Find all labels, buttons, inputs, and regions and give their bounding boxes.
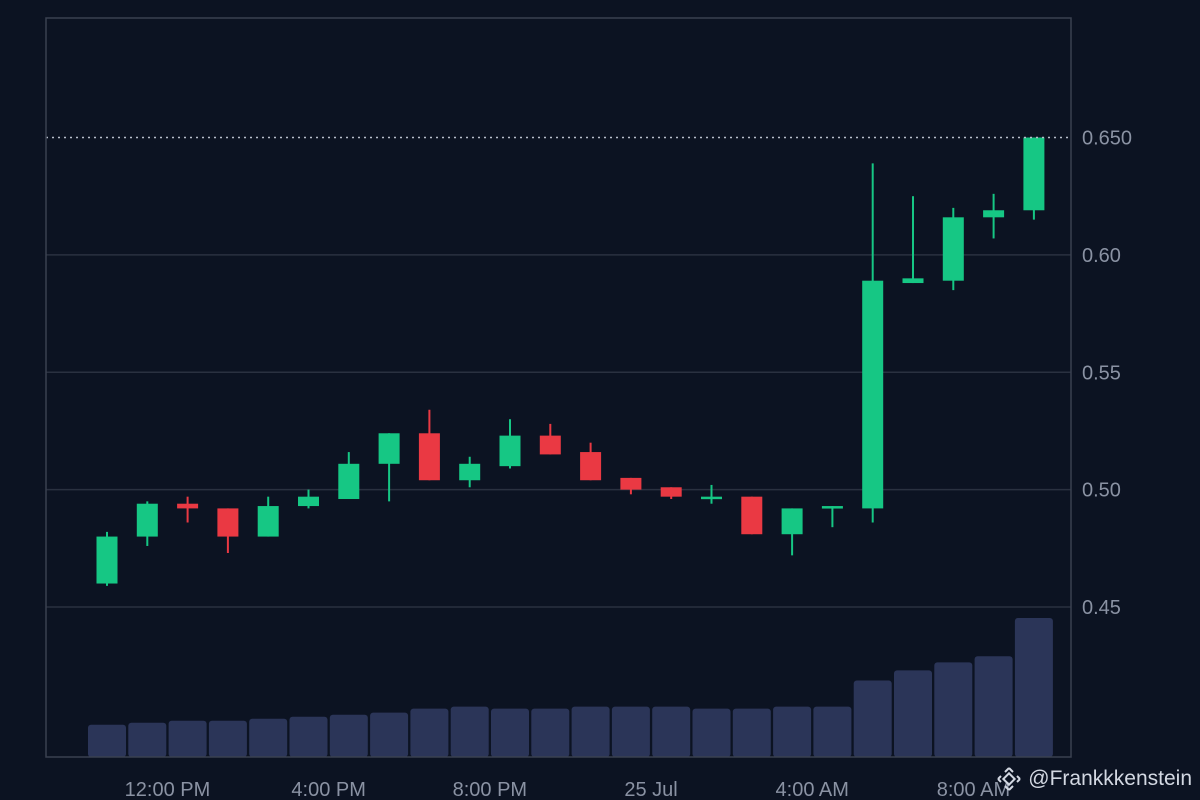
candle	[378, 433, 400, 502]
volume-bar	[773, 706, 812, 757]
candle-body	[418, 433, 440, 481]
candle	[298, 489, 319, 509]
volume-bar	[168, 720, 207, 757]
y-tick-label: 0.650	[1082, 128, 1132, 150]
volume-bar	[249, 718, 288, 757]
volume-bar	[571, 706, 610, 757]
candle-body	[781, 508, 803, 535]
candle	[781, 508, 803, 556]
candle-body	[136, 503, 158, 537]
volume-bar	[1014, 618, 1053, 757]
candle-body	[539, 435, 561, 455]
volume-bar	[88, 724, 126, 757]
x-tick-label: 12:00 PM	[125, 779, 211, 800]
volume-bar	[531, 708, 570, 757]
candle-body	[821, 506, 843, 509]
candle-body	[298, 496, 319, 507]
candle	[942, 207, 964, 291]
volume-bar	[450, 706, 489, 757]
candle	[136, 501, 158, 546]
candle	[177, 496, 199, 523]
x-tick-label: 4:00 PM	[291, 779, 365, 800]
volume-bar	[329, 714, 368, 757]
candle	[741, 496, 763, 535]
candle-body	[580, 452, 602, 481]
candle-body	[902, 278, 924, 284]
candle	[821, 506, 843, 528]
x-tick-label: 4:00 AM	[776, 779, 849, 800]
y-tick-label: 0.60	[1082, 245, 1121, 267]
volume-bar	[974, 656, 1013, 757]
volume-bar	[692, 708, 731, 757]
y-tick-label: 0.45	[1082, 597, 1121, 619]
candle	[580, 442, 602, 481]
candle-body	[862, 280, 884, 509]
candle-body	[1023, 137, 1045, 211]
candle-body	[378, 433, 400, 464]
volume-bar	[289, 716, 328, 757]
candle	[539, 423, 561, 455]
candle	[862, 163, 884, 523]
candle	[701, 484, 722, 504]
plot-frame	[45, 17, 1072, 758]
candle-body	[983, 210, 1005, 218]
candle-body	[257, 506, 279, 537]
candle-body	[660, 487, 682, 497]
candle	[217, 508, 239, 554]
y-axis: 0.45 0.50 0.55 0.60 0.650	[1082, 128, 1132, 620]
candle-body	[701, 496, 722, 500]
volume-bar	[894, 670, 932, 757]
volume-bar	[652, 706, 691, 757]
grid-lines	[46, 254, 1071, 608]
binance-icon	[997, 767, 1021, 791]
candle	[983, 193, 1005, 239]
volume-bars	[88, 618, 1053, 757]
candle	[459, 456, 481, 488]
candle	[1023, 137, 1045, 220]
watermark-text: @Frankkkenstein	[1028, 767, 1192, 790]
candle	[257, 496, 279, 537]
volume-bar	[934, 662, 973, 757]
y-tick-label: 0.55	[1082, 362, 1121, 384]
volume-bar	[853, 680, 892, 757]
candle	[96, 531, 118, 586]
volume-bar	[732, 708, 771, 757]
candle-body	[620, 477, 642, 490]
candle-body	[338, 463, 360, 500]
candle	[499, 419, 521, 469]
candle-body	[177, 503, 199, 509]
candle	[620, 477, 642, 495]
watermark: @Frankkkenstein	[996, 766, 1192, 792]
volume-bar	[128, 722, 167, 757]
candle	[338, 452, 360, 500]
candle-body	[741, 496, 763, 535]
candle	[660, 487, 682, 500]
candle-body	[96, 536, 118, 584]
plot-frame-border	[45, 17, 1072, 758]
x-tick-label: 8:00 AM	[937, 779, 1010, 800]
y-tick-label: 0.50	[1082, 480, 1121, 502]
candles	[96, 137, 1045, 586]
volume-bar	[410, 708, 449, 757]
candle-body	[499, 435, 521, 467]
x-tick-label: 25 Jul	[624, 779, 677, 800]
volume-bar	[208, 720, 247, 757]
candle-body	[459, 463, 481, 481]
x-axis: 12:00 PM 4:00 PM 8:00 PM 25 Jul 4:00 AM 8:00 …	[125, 779, 1011, 800]
candle-body	[942, 217, 964, 281]
volume-bar	[611, 706, 650, 757]
candle-body	[217, 508, 239, 537]
volume-bar	[491, 708, 529, 757]
volume-bar	[370, 712, 409, 757]
x-tick-label: 8:00 PM	[453, 779, 527, 800]
volume-bar	[813, 706, 852, 757]
candle	[902, 196, 924, 284]
candle	[418, 409, 440, 481]
